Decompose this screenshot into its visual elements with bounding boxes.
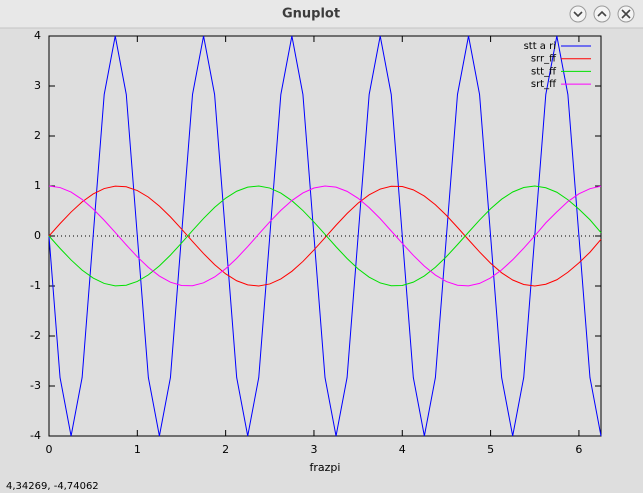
minimize-button[interactable] [569,5,587,23]
maximize-button[interactable] [593,5,611,23]
y-tick-label: -2 [30,329,41,342]
x-tick-label: 0 [46,443,53,456]
series-line [48,185,602,287]
x-tick-label: 5 [487,443,494,456]
close-button[interactable] [617,5,635,23]
y-tick-label: -1 [30,279,41,292]
legend-label: stt_ff [531,66,557,77]
x-tick-label: 4 [399,443,406,456]
y-tick-label: 2 [34,129,41,142]
status-text: 4,34269, -4,74062 [6,481,99,492]
legend-label: stt a ri [524,41,556,52]
legend-label: srr_ff [531,54,557,65]
series-line [48,35,602,437]
x-axis-label: frazpi [310,461,341,474]
y-tick-label: -4 [30,429,41,442]
y-tick-label: -3 [30,379,41,392]
series-line [48,185,602,287]
x-tick-label: 3 [310,443,317,456]
y-tick-label: 1 [34,179,41,192]
y-tick-label: 4 [34,29,41,42]
y-tick-label: 0 [34,229,41,242]
series-line [48,185,602,287]
legend-label: srt_ff [531,79,557,90]
title-bar [0,0,643,28]
y-tick-label: 3 [34,79,41,92]
x-tick-label: 2 [222,443,229,456]
window-title: Gnuplot [282,7,340,22]
x-tick-label: 1 [134,443,141,456]
x-tick-label: 6 [575,443,582,456]
